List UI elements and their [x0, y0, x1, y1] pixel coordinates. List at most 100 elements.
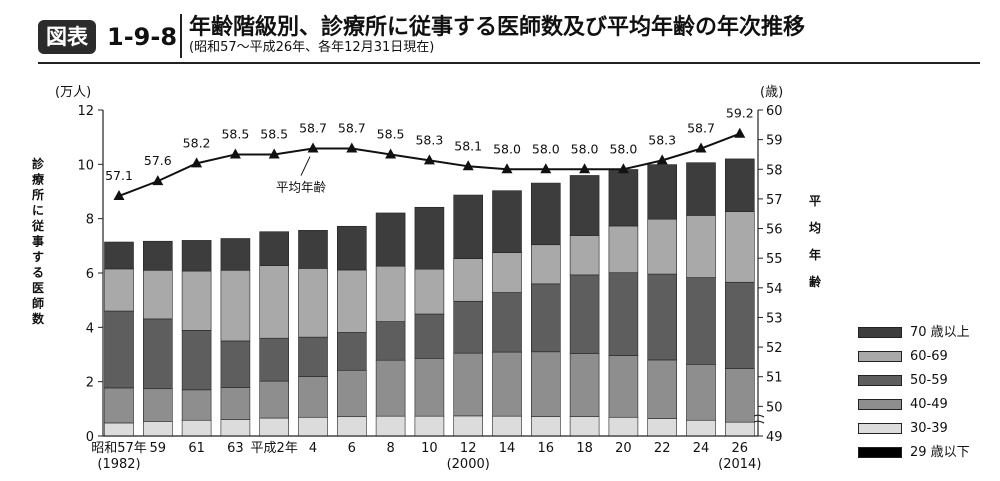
x-tick-label: 10 — [421, 441, 438, 456]
line-point-marker — [501, 163, 513, 174]
bar-segment — [220, 387, 251, 420]
x-tick-label: 平成2年 — [251, 441, 298, 456]
bar-segment — [104, 310, 134, 389]
bar-segment — [492, 415, 522, 437]
bar-segment — [143, 269, 173, 320]
bar-segment — [143, 318, 173, 390]
y-right-unit: (歳) — [760, 85, 783, 100]
y-left-tick-label: 10 — [77, 158, 94, 173]
y-left-title-char: 事 — [32, 234, 44, 249]
line-data-label: 58.7 — [687, 121, 715, 136]
legend-swatch — [858, 423, 902, 434]
line-data-label: 58.2 — [183, 135, 211, 150]
title-divider — [180, 14, 182, 58]
bar-segment — [414, 415, 445, 437]
bar-segment — [608, 169, 639, 227]
bar-segment — [259, 265, 290, 339]
bar-segment — [647, 418, 678, 437]
bar-segment — [492, 292, 522, 353]
bar-segment — [724, 211, 755, 283]
bar-segment — [143, 388, 173, 422]
y-left-tick-label: 0 — [86, 430, 94, 445]
legend-swatch — [858, 327, 902, 338]
y-left-tick-label: 6 — [86, 267, 94, 282]
line-point-marker — [734, 127, 746, 138]
y-left-tick-label: 4 — [86, 321, 94, 336]
bar-segment — [686, 419, 716, 437]
bar-segment — [686, 162, 716, 216]
x-tick-label: 20 — [615, 441, 632, 456]
legend-label: 29 歳以下 — [910, 445, 970, 460]
bar-segment — [375, 415, 406, 437]
legend-swatch — [858, 351, 902, 362]
line-data-label: 58.0 — [609, 141, 637, 156]
line-point-marker — [695, 142, 707, 153]
line-data-label: 57.1 — [105, 168, 133, 183]
bar-segment — [336, 269, 367, 333]
x-tick-label: 14 — [499, 441, 516, 456]
line-point-marker — [152, 175, 164, 186]
bar-segment — [647, 359, 678, 419]
y-right-tick-label: 59 — [766, 134, 783, 149]
bar-segment — [530, 182, 561, 246]
bar-segment — [104, 387, 134, 424]
line-point-marker — [617, 163, 629, 174]
bar-segment — [453, 258, 484, 302]
figure-number: 1-9-8 — [107, 23, 178, 51]
y-right-tick-label: 53 — [766, 311, 783, 326]
legend-swatch — [858, 375, 902, 386]
legend-item: 70 歳以上 — [858, 323, 998, 343]
y-left-title-char: 数 — [32, 311, 45, 326]
line-point-marker — [656, 154, 668, 165]
line-point-marker — [385, 148, 397, 159]
x-tick-sublabel: (1982) — [97, 457, 140, 472]
legend-label: 50-59 — [910, 373, 948, 388]
y-left-title-char: 師 — [32, 296, 44, 311]
line-data-label: 58.7 — [299, 121, 327, 136]
line-data-label: 58.0 — [571, 141, 599, 156]
line-data-label: 58.3 — [648, 132, 676, 147]
y-right-title-char: 平 — [809, 194, 821, 208]
figure-badge: 図表 — [38, 20, 96, 54]
bar-segment — [569, 353, 600, 417]
bar-segment — [724, 368, 755, 423]
line-point-marker — [579, 163, 591, 174]
bar-segment — [143, 421, 173, 437]
bar-segment — [143, 240, 173, 271]
line-data-label: 58.7 — [338, 121, 366, 136]
y-left-title-char: る — [32, 266, 44, 280]
line-data-label: 58.3 — [415, 132, 443, 147]
legend-item: 60-69 — [858, 347, 998, 367]
y-left-tick-label: 12 — [77, 104, 94, 119]
y-right-tick-label: 51 — [766, 371, 783, 386]
line-callout-label: 平均年齢 — [276, 180, 327, 195]
x-tick-label: 59 — [150, 441, 167, 456]
bar-segment — [220, 340, 251, 388]
legend-label: 70 歳以上 — [910, 325, 970, 340]
chart-title: 年齢階級別、診療所に従事する医師数及び平均年齢の年次推移 — [189, 15, 806, 40]
legend-item: 30-39 — [858, 419, 998, 439]
line-data-label: 58.0 — [532, 141, 560, 156]
x-tick-label: 昭和57年 — [91, 441, 147, 456]
bar-segment — [453, 194, 484, 259]
line-data-label: 58.1 — [454, 138, 482, 153]
legend-item: 50-59 — [858, 371, 998, 391]
x-tick-label: 22 — [654, 441, 671, 456]
bar-segment — [453, 300, 484, 354]
x-tick-sublabel: (2014) — [718, 457, 761, 472]
y-right-tick-label: 55 — [766, 252, 783, 267]
bar-segment — [375, 359, 406, 417]
line-point-marker — [113, 189, 125, 200]
legend-label: 30-39 — [910, 421, 948, 436]
y-left-title-char: 療 — [32, 172, 44, 187]
x-tick-label: 6 — [348, 441, 356, 456]
y-right-title-char: 齢 — [809, 274, 822, 289]
y-left-unit: (万人) — [55, 85, 91, 100]
bar-segment — [686, 277, 716, 365]
y-left-title-char: に — [32, 204, 44, 218]
bar-segment — [298, 268, 328, 338]
bar-segment — [724, 158, 755, 212]
bar-segment — [336, 369, 367, 418]
line-data-label: 58.0 — [493, 141, 521, 156]
